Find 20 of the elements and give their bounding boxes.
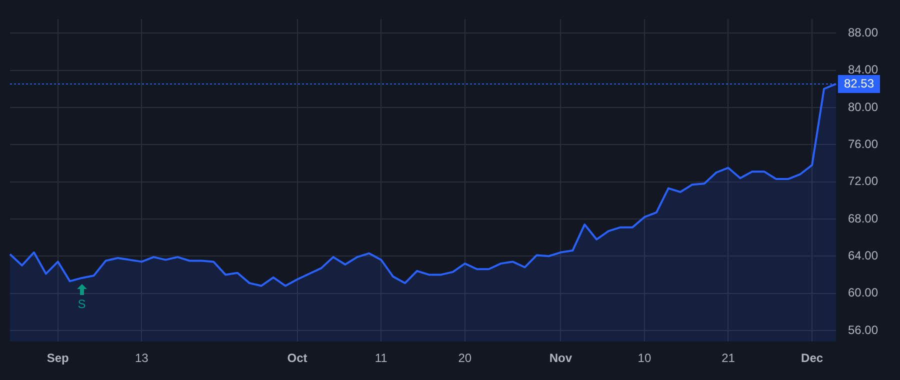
y-tick-label: 56.00 [848, 322, 878, 337]
y-tick-label: 76.00 [848, 136, 878, 151]
y-tick-label: 64.00 [848, 248, 878, 262]
y-tick-label: 88.00 [848, 25, 878, 40]
x-tick-label: 20 [458, 351, 472, 366]
x-tick-label: 10 [638, 351, 652, 366]
y-tick-label: 72.00 [848, 174, 878, 188]
y-tick-label: 60.00 [848, 286, 878, 300]
x-tick-label: 13 [134, 351, 149, 366]
y-tick-label: 84.00 [848, 62, 878, 77]
x-tick-label: Sep [46, 351, 69, 366]
x-tick-label: Dec [801, 351, 824, 366]
y-tick-label: 68.00 [848, 211, 878, 226]
x-tick-label: 11 [374, 351, 388, 366]
ref-line-label: 82.53 [844, 76, 874, 90]
x-tick-label: 21 [722, 351, 736, 366]
x-tick-label: Nov [549, 351, 572, 366]
y-tick-label: 80.00 [848, 100, 878, 114]
annotation: S [76, 296, 87, 311]
x-tick-label: Oct [287, 351, 308, 366]
